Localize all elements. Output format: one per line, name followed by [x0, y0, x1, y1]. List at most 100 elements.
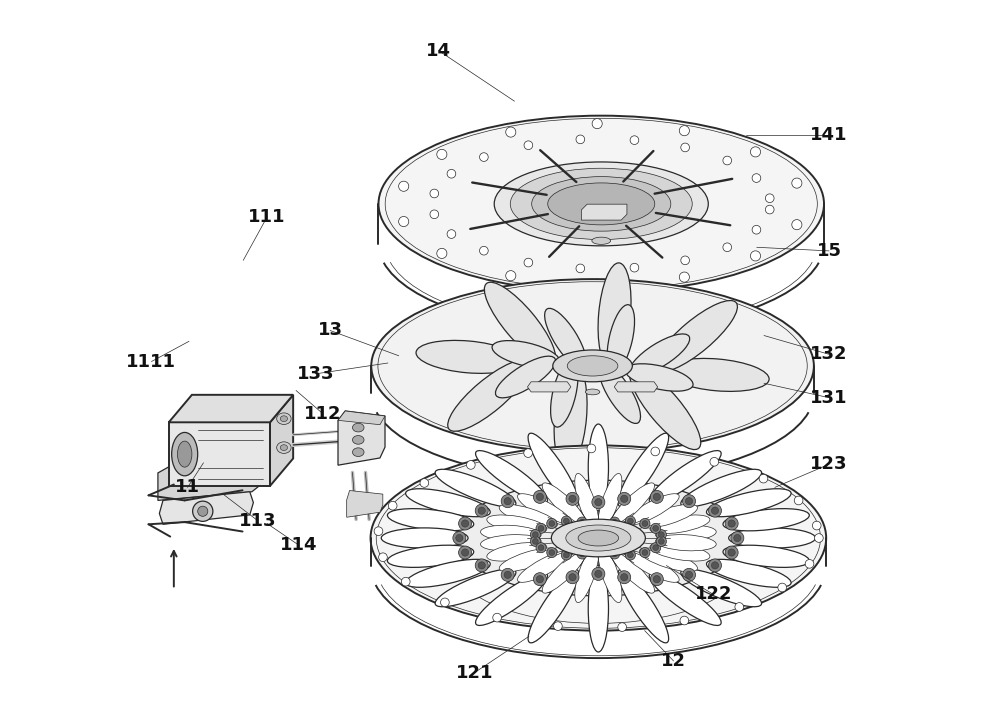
Ellipse shape [528, 433, 579, 507]
Circle shape [576, 264, 585, 273]
Circle shape [536, 576, 544, 583]
Ellipse shape [650, 515, 710, 534]
Circle shape [610, 549, 620, 559]
Circle shape [547, 547, 557, 558]
Circle shape [681, 256, 689, 265]
Ellipse shape [371, 279, 814, 453]
Circle shape [683, 494, 696, 507]
Circle shape [735, 603, 744, 611]
Polygon shape [169, 423, 270, 486]
Ellipse shape [681, 469, 762, 507]
Ellipse shape [387, 545, 474, 568]
Circle shape [459, 517, 472, 530]
Ellipse shape [378, 115, 824, 292]
Circle shape [420, 478, 429, 487]
Circle shape [524, 258, 533, 267]
Circle shape [561, 516, 571, 526]
Circle shape [592, 547, 597, 553]
Circle shape [441, 598, 449, 607]
Circle shape [563, 518, 569, 524]
Circle shape [597, 545, 607, 555]
Ellipse shape [495, 356, 556, 398]
Ellipse shape [528, 570, 579, 643]
Circle shape [569, 574, 576, 581]
Ellipse shape [518, 550, 572, 582]
Circle shape [453, 531, 466, 544]
Circle shape [475, 504, 488, 517]
Ellipse shape [598, 544, 622, 603]
Ellipse shape [484, 282, 556, 364]
Ellipse shape [630, 334, 690, 375]
Circle shape [374, 527, 383, 536]
Ellipse shape [588, 424, 608, 511]
Circle shape [683, 568, 696, 582]
Ellipse shape [592, 237, 611, 245]
Circle shape [685, 571, 693, 579]
Ellipse shape [656, 525, 716, 542]
Circle shape [459, 546, 472, 559]
Circle shape [630, 136, 639, 144]
Circle shape [466, 460, 475, 469]
Circle shape [532, 531, 538, 537]
Circle shape [193, 501, 213, 521]
Circle shape [430, 210, 439, 219]
Circle shape [538, 526, 544, 531]
Polygon shape [581, 204, 627, 220]
Circle shape [577, 517, 587, 527]
Circle shape [658, 539, 664, 544]
Circle shape [621, 495, 628, 502]
Text: 131: 131 [810, 388, 848, 407]
Ellipse shape [575, 473, 599, 531]
Ellipse shape [542, 549, 587, 593]
Circle shape [679, 272, 689, 282]
Polygon shape [338, 411, 385, 425]
Circle shape [723, 156, 732, 165]
Ellipse shape [706, 489, 791, 517]
Ellipse shape [406, 559, 490, 587]
Ellipse shape [649, 573, 721, 626]
Circle shape [504, 497, 511, 505]
Ellipse shape [518, 494, 572, 526]
Ellipse shape [352, 448, 364, 457]
Circle shape [549, 550, 555, 555]
Ellipse shape [492, 340, 560, 368]
Polygon shape [347, 491, 383, 517]
Circle shape [625, 516, 635, 526]
Text: 11: 11 [175, 478, 200, 497]
Circle shape [447, 229, 456, 238]
Ellipse shape [435, 469, 516, 507]
Ellipse shape [177, 441, 192, 467]
Ellipse shape [650, 542, 710, 561]
Circle shape [681, 143, 689, 152]
Ellipse shape [599, 363, 641, 423]
Ellipse shape [481, 525, 541, 542]
Ellipse shape [553, 350, 632, 382]
Ellipse shape [277, 442, 291, 454]
Circle shape [554, 621, 562, 630]
Ellipse shape [481, 534, 541, 551]
Circle shape [651, 447, 660, 456]
Circle shape [651, 523, 661, 534]
Circle shape [610, 517, 620, 527]
Circle shape [561, 550, 571, 560]
Circle shape [569, 495, 576, 502]
Circle shape [592, 523, 597, 529]
Circle shape [618, 623, 626, 632]
Ellipse shape [625, 550, 679, 582]
Ellipse shape [435, 569, 516, 607]
Circle shape [399, 216, 409, 227]
Circle shape [750, 251, 761, 261]
Circle shape [792, 219, 802, 229]
Text: 114: 114 [280, 537, 318, 554]
Circle shape [752, 225, 761, 234]
Ellipse shape [566, 525, 631, 551]
Ellipse shape [499, 548, 557, 571]
Circle shape [625, 550, 635, 560]
Circle shape [711, 562, 719, 569]
Circle shape [524, 141, 533, 150]
Ellipse shape [280, 445, 288, 451]
Circle shape [752, 174, 761, 182]
Circle shape [680, 616, 689, 625]
Ellipse shape [352, 423, 364, 432]
Circle shape [640, 518, 650, 529]
